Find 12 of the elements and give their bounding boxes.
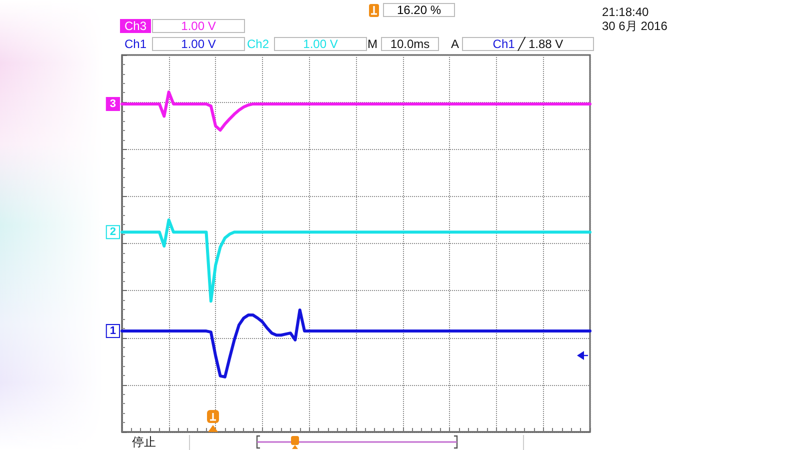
text: Ch1 1.00 V [124, 37, 216, 51]
text: A Ch1 ╱ 1.88 V [450, 37, 564, 51]
series-label: 3 [110, 98, 116, 110]
series-label: 2 [110, 226, 116, 238]
series-label: 1 [110, 325, 116, 338]
text: 停止 [132, 435, 156, 449]
text: M 10.0ms [366, 37, 431, 51]
text: Ch3 1.00 V [124, 19, 216, 33]
text: 30 6月 2016 [602, 19, 668, 33]
text: Ch2 1.00 V [246, 37, 338, 51]
text: 21:18:40 [602, 5, 649, 19]
text: 16.20 % [383, 3, 455, 17]
